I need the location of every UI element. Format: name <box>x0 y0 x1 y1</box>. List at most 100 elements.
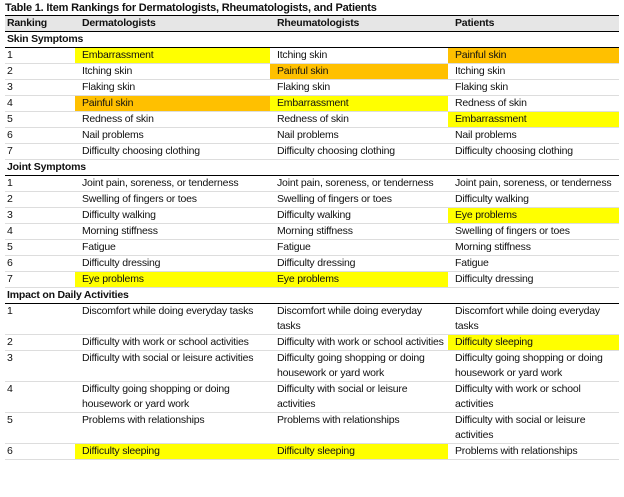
dermatologists-cell: Itching skin <box>75 63 270 80</box>
table-row: 4 Morning stiffness Morning stiffness Swell… <box>5 223 619 240</box>
patients-cell: Difficulty dressing <box>448 271 619 288</box>
table-row: 6 Difficulty dressing Difficulty dressing F… <box>5 255 619 272</box>
dermatologists-cell: Joint pain, soreness, or tenderness <box>75 175 270 192</box>
dermatologists-cell: Difficulty with social or leisure activi… <box>75 350 270 382</box>
dermatologists-cell: Difficulty sleeping <box>75 443 270 460</box>
rheumatologists-cell: Difficulty choosing clothing <box>270 143 448 160</box>
section-title: Impact on Daily Activities <box>5 287 619 304</box>
patients-cell: Embarrassment <box>448 111 619 128</box>
patients-cell: Difficulty going shopping or doing house… <box>448 350 619 382</box>
rheumatologists-cell: Problems with relationships <box>270 412 448 444</box>
rank-cell: 6 <box>5 443 75 460</box>
patients-cell: Difficulty with work or school activitie… <box>448 381 619 413</box>
rheumatologists-cell: Itching skin <box>270 47 448 64</box>
table-row: 5 Problems with relationships Problems wit… <box>5 412 619 444</box>
table-row: 1 Discomfort while doing everyday tasks Di… <box>5 303 619 335</box>
section-title: Joint Symptoms <box>5 159 619 176</box>
table-row: 6 Nail problems Nail problems Nail problems <box>5 127 619 144</box>
rheumatologists-cell: Morning stiffness <box>270 223 448 240</box>
table-row: 1 Embarrassment Itching skin Painful skin <box>5 47 619 64</box>
rheumatologists-cell: Redness of skin <box>270 111 448 128</box>
dermatologists-cell: Difficulty walking <box>75 207 270 224</box>
dermatologists-cell: Difficulty dressing <box>75 255 270 272</box>
dermatologists-cell: Swelling of fingers or toes <box>75 191 270 208</box>
header-dermatologists: Dermatologists <box>75 16 270 32</box>
patients-cell: Difficulty choosing clothing <box>448 143 619 160</box>
rank-cell: 5 <box>5 239 75 256</box>
dermatologists-cell: Eye problems <box>75 271 270 288</box>
rank-cell: 6 <box>5 127 75 144</box>
table-row: 1 Joint pain, soreness, or tenderness Join… <box>5 175 619 192</box>
table-row: 3 Difficulty walking Difficulty walking Eye… <box>5 207 619 224</box>
table-row: 2 Swelling of fingers or toes Swelling of … <box>5 191 619 208</box>
dermatologists-cell: Fatigue <box>75 239 270 256</box>
patients-cell: Problems with relationships <box>448 443 619 460</box>
section-header: Joint Symptoms <box>5 159 619 176</box>
rank-cell: 4 <box>5 381 75 413</box>
patients-cell: Morning stiffness <box>448 239 619 256</box>
rheumatologists-cell: Nail problems <box>270 127 448 144</box>
table-row: 5 Fatigue Fatigue Morning stiffness <box>5 239 619 256</box>
table-row: 2 Itching skin Painful skin Itching skin <box>5 63 619 80</box>
rheumatologists-cell: Fatigue <box>270 239 448 256</box>
header-ranking: Ranking <box>5 16 75 32</box>
rank-cell: 4 <box>5 95 75 112</box>
dermatologists-cell: Redness of skin <box>75 111 270 128</box>
dermatologists-cell: Difficulty going shopping or doing house… <box>75 381 270 413</box>
rank-cell: 2 <box>5 63 75 80</box>
rheumatologists-cell: Swelling of fingers or toes <box>270 191 448 208</box>
rheumatologists-cell: Difficulty with social or leisure activi… <box>270 381 448 413</box>
patients-cell: Flaking skin <box>448 79 619 96</box>
dermatologists-cell: Flaking skin <box>75 79 270 96</box>
patients-cell: Nail problems <box>448 127 619 144</box>
patients-cell: Eye problems <box>448 207 619 224</box>
dermatologists-cell: Nail problems <box>75 127 270 144</box>
rank-cell: 7 <box>5 143 75 160</box>
section-header: Impact on Daily Activities <box>5 287 619 304</box>
table-row: 4 Difficulty going shopping or doing hous… <box>5 381 619 413</box>
table-row: 3 Difficulty with social or leisure activ… <box>5 350 619 382</box>
rheumatologists-cell: Flaking skin <box>270 79 448 96</box>
patients-cell: Fatigue <box>448 255 619 272</box>
patients-cell: Difficulty walking <box>448 191 619 208</box>
dermatologists-cell: Morning stiffness <box>75 223 270 240</box>
table-row: 6 Difficulty sleeping Difficulty sleeping P… <box>5 443 619 460</box>
dermatologists-cell: Problems with relationships <box>75 412 270 444</box>
rank-cell: 3 <box>5 207 75 224</box>
rank-cell: 7 <box>5 271 75 288</box>
rank-cell: 3 <box>5 350 75 382</box>
dermatologists-cell: Painful skin <box>75 95 270 112</box>
rank-cell: 3 <box>5 79 75 96</box>
section-header: Skin Symptoms <box>5 31 619 48</box>
rank-cell: 1 <box>5 47 75 64</box>
patients-cell: Redness of skin <box>448 95 619 112</box>
header-rheumatologists: Rheumatologists <box>270 16 448 32</box>
table-title: Table 1. Item Rankings for Dermatologist… <box>5 1 619 16</box>
rank-cell: 2 <box>5 334 75 351</box>
rank-cell: 5 <box>5 412 75 444</box>
dermatologists-cell: Discomfort while doing everyday tasks <box>75 303 270 335</box>
patients-cell: Joint pain, soreness, or tenderness <box>448 175 619 192</box>
table-row: 7 Difficulty choosing clothing Difficulty … <box>5 143 619 160</box>
header-patients: Patients <box>448 16 619 32</box>
rheumatologists-cell: Embarrassment <box>270 95 448 112</box>
patients-cell: Difficulty sleeping <box>448 334 619 351</box>
table-container: Table 1. Item Rankings for Dermatologist… <box>5 1 619 460</box>
patients-cell: Swelling of fingers or toes <box>448 223 619 240</box>
rheumatologists-cell: Eye problems <box>270 271 448 288</box>
patients-cell: Itching skin <box>448 63 619 80</box>
table-row: 3 Flaking skin Flaking skin Flaking skin <box>5 79 619 96</box>
rheumatologists-cell: Difficulty with work or school activitie… <box>270 334 448 351</box>
rank-cell: 1 <box>5 303 75 335</box>
dermatologists-cell: Difficulty choosing clothing <box>75 143 270 160</box>
table-row: 5 Redness of skin Redness of skin Embarrass… <box>5 111 619 128</box>
dermatologists-cell: Difficulty with work or school activitie… <box>75 334 270 351</box>
rank-cell: 2 <box>5 191 75 208</box>
rank-cell: 6 <box>5 255 75 272</box>
rheumatologists-cell: Difficulty sleeping <box>270 443 448 460</box>
dermatologists-cell: Embarrassment <box>75 47 270 64</box>
rheumatologists-cell: Painful skin <box>270 63 448 80</box>
section-title: Skin Symptoms <box>5 31 619 48</box>
table-row: 7 Eye problems Eye problems Difficulty dres… <box>5 271 619 288</box>
patients-cell: Difficulty with social or leisure activi… <box>448 412 619 444</box>
